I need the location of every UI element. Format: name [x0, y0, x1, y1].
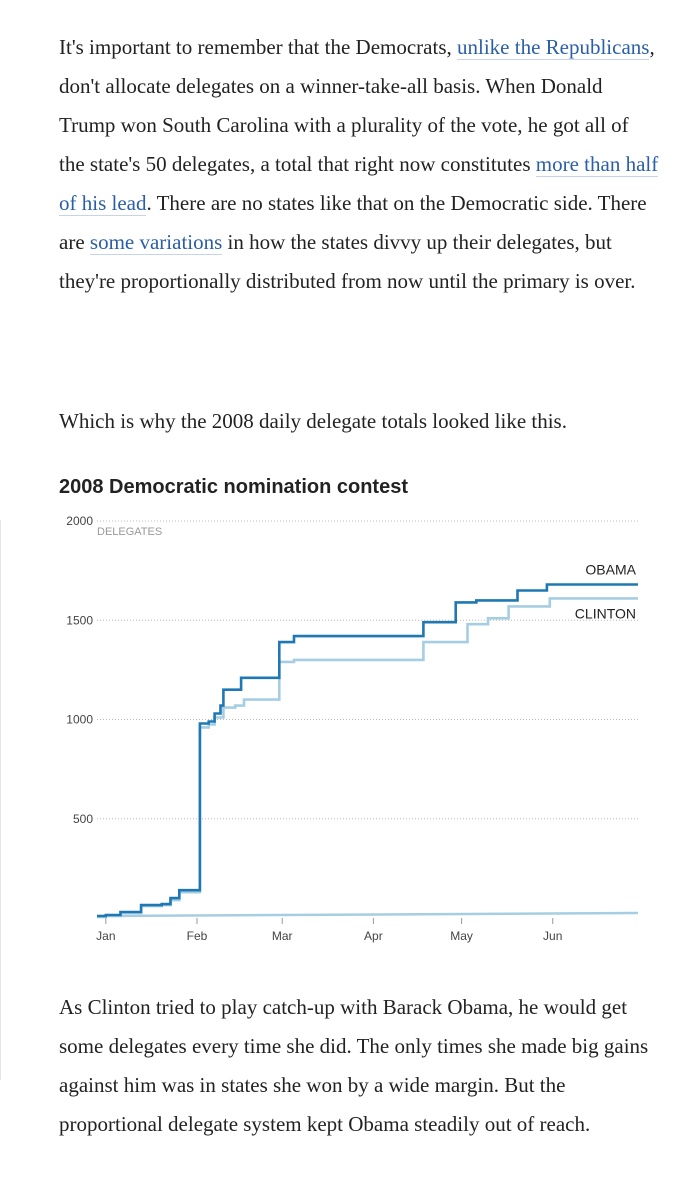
paragraph1-text-2: , don't allocate delegates on a winner-t… [59, 35, 655, 176]
y-axis-label: DELEGATES [97, 526, 162, 538]
legend-label-obama: OBAMA [585, 562, 636, 578]
y-tick-1000: 1000 [66, 713, 93, 727]
series-line-obama [97, 583, 638, 918]
paragraph1-text-3: . There are no states like that on the D… [59, 191, 647, 254]
link-unlike-the-republicans[interactable]: unlike the Republicans [457, 35, 650, 60]
link-more-than-half-of-his-lead[interactable]: more than half of his lead [59, 152, 659, 216]
paragraph-delegate-allocation: It's important to remember that the Demo… [59, 28, 659, 301]
paragraph1-text-1: It's important to remember that the Demo… [59, 35, 457, 59]
paragraph-chart-intro: Which is why the 2008 daily delegate tot… [59, 409, 567, 433]
x-tick-jun: Jun [543, 929, 562, 943]
link-some-variations[interactable]: some variations [89, 230, 223, 255]
delegate-chart: 2000 1500 1000 500 DELEGATES Jan Feb Mar Apr Ma… [66, 514, 639, 943]
x-tick-jan: Jan [96, 929, 115, 943]
y-tick-2000: 2000 [66, 514, 93, 528]
paragraph1-text-4: in how the states divvy up their delegat… [59, 230, 636, 293]
x-tick-feb: Feb [187, 929, 208, 943]
series-line-clinton [97, 597, 638, 919]
chart-title: 2008 Democratic nomination contest [59, 476, 408, 498]
y-tick-500: 500 [73, 812, 93, 826]
page-edge-divider [0, 520, 1, 1080]
baseline-line [96, 911, 639, 918]
x-tick-may: May [450, 929, 473, 943]
x-tick-mar: Mar [272, 929, 293, 943]
y-tick-1500: 1500 [66, 613, 93, 627]
x-tick-apr: Apr [364, 929, 383, 943]
legend-label-clinton: CLINTON [575, 605, 636, 621]
paragraph-catch-up: As Clinton tried to play catch-up with B… [59, 995, 649, 1136]
